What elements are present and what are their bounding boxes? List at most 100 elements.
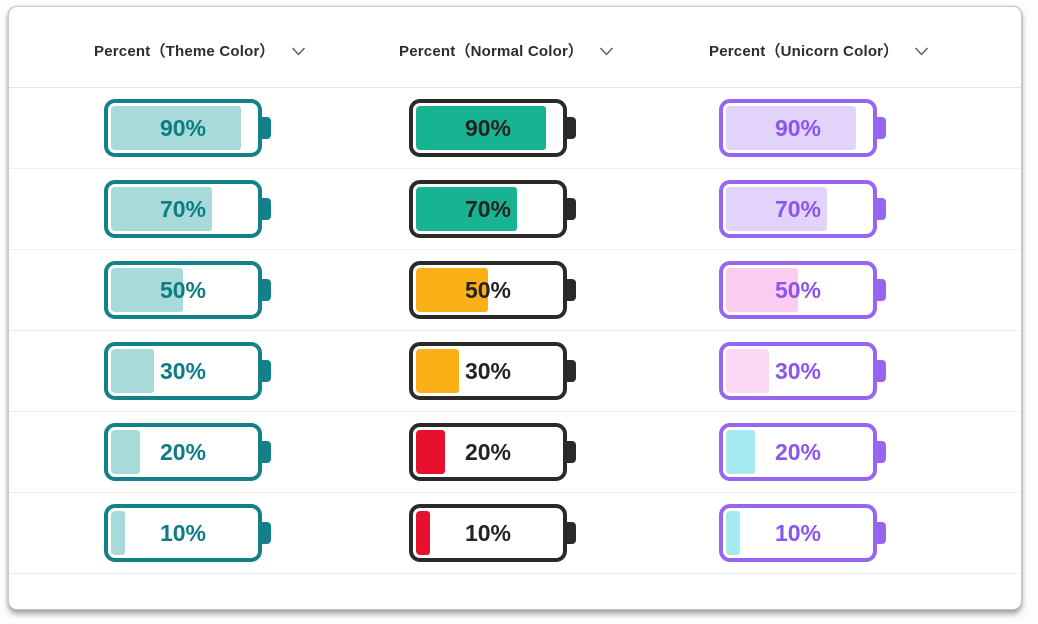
battery-cap <box>262 360 271 382</box>
column-header-normal-color[interactable]: Percent（Normal Color） <box>399 40 709 61</box>
table-row: 50% 50% 50% <box>9 250 1021 331</box>
battery-cell: 90% <box>399 99 709 157</box>
battery-table-visual: Percent（Theme Color） Percent（Normal Colo… <box>8 6 1022 610</box>
battery-fill <box>416 268 488 312</box>
chevron-down-icon[interactable] <box>291 47 306 56</box>
battery-fill <box>726 187 827 231</box>
battery-gauge[interactable]: 70% <box>719 180 886 238</box>
battery-cap <box>877 441 886 463</box>
battery-fill <box>111 349 155 393</box>
chevron-down-icon[interactable] <box>914 47 929 56</box>
battery-gauge[interactable]: 20% <box>104 423 271 481</box>
battery-gauge[interactable]: 20% <box>409 423 576 481</box>
battery-cell: 50% <box>399 261 709 319</box>
battery-gauge[interactable]: 10% <box>719 504 886 562</box>
chevron-down-icon[interactable] <box>599 47 614 56</box>
battery-percent-label: 70% <box>774 195 822 222</box>
column-header-label: Percent（Unicorn Color） <box>709 42 899 60</box>
table-body: 90% 90% 90% 70% 70% 70% 50% 50% 50% 30% 30% 30% 20% 2… <box>9 88 1021 574</box>
battery-cell: 90% <box>709 99 1021 157</box>
battery-percent-label: 70% <box>464 195 512 222</box>
battery-cell: 10% <box>399 504 709 562</box>
battery-gauge[interactable]: 50% <box>409 261 576 319</box>
battery-fill <box>416 511 431 555</box>
battery-cap <box>262 279 271 301</box>
battery-percent-label: 10% <box>159 519 207 546</box>
battery-cap <box>567 198 576 220</box>
battery-percent-label: 70% <box>159 195 207 222</box>
battery-cap <box>262 117 271 139</box>
battery-fill <box>726 268 798 312</box>
battery-gauge[interactable]: 10% <box>104 504 271 562</box>
battery-percent-label: 50% <box>464 276 512 303</box>
battery-track <box>416 430 560 474</box>
battery-gauge[interactable]: 70% <box>104 180 271 238</box>
battery-percent-label: 10% <box>464 519 512 546</box>
battery-fill <box>416 430 445 474</box>
battery-gauge[interactable]: 30% <box>104 342 271 400</box>
battery-gauge[interactable]: 90% <box>409 99 576 157</box>
battery-cap <box>877 198 886 220</box>
battery-percent-label: 50% <box>159 276 207 303</box>
battery-percent-label: 50% <box>774 276 822 303</box>
battery-percent-label: 20% <box>464 438 512 465</box>
battery-fill <box>416 349 460 393</box>
battery-fill <box>726 106 856 150</box>
battery-cell: 70% <box>709 180 1021 238</box>
column-header-label: Percent（Normal Color） <box>399 42 584 60</box>
battery-cell: 50% <box>94 261 399 319</box>
battery-gauge[interactable]: 30% <box>409 342 576 400</box>
battery-percent-label: 10% <box>774 519 822 546</box>
battery-cap <box>262 441 271 463</box>
battery-cell: 20% <box>94 423 399 481</box>
battery-cell: 90% <box>94 99 399 157</box>
battery-track <box>111 268 255 312</box>
battery-fill <box>726 430 755 474</box>
battery-percent-label: 30% <box>159 357 207 384</box>
battery-track <box>111 511 255 555</box>
battery-percent-label: 20% <box>774 438 822 465</box>
battery-fill <box>111 187 212 231</box>
battery-fill <box>111 511 126 555</box>
battery-track <box>416 349 560 393</box>
battery-fill <box>726 349 770 393</box>
battery-track <box>111 187 255 231</box>
battery-cap <box>567 441 576 463</box>
battery-percent-label: 30% <box>774 357 822 384</box>
column-header-theme-color[interactable]: Percent（Theme Color） <box>94 40 399 61</box>
battery-cell: 10% <box>94 504 399 562</box>
battery-cell: 30% <box>399 342 709 400</box>
battery-cap <box>262 198 271 220</box>
battery-gauge[interactable]: 90% <box>104 99 271 157</box>
battery-cap <box>877 360 886 382</box>
battery-cap <box>567 117 576 139</box>
battery-track <box>111 349 255 393</box>
battery-gauge[interactable]: 90% <box>719 99 886 157</box>
battery-track <box>416 511 560 555</box>
battery-gauge[interactable]: 70% <box>409 180 576 238</box>
battery-fill <box>726 511 741 555</box>
battery-fill <box>111 430 140 474</box>
battery-percent-label: 90% <box>774 114 822 141</box>
battery-cell: 10% <box>709 504 1021 562</box>
battery-track <box>111 430 255 474</box>
battery-track <box>726 268 870 312</box>
battery-gauge[interactable]: 50% <box>104 261 271 319</box>
battery-gauge[interactable]: 10% <box>409 504 576 562</box>
battery-cap <box>262 522 271 544</box>
battery-gauge[interactable]: 30% <box>719 342 886 400</box>
battery-track <box>726 430 870 474</box>
battery-gauge[interactable]: 50% <box>719 261 886 319</box>
table-row: 70% 70% 70% <box>9 169 1021 250</box>
battery-cap <box>877 522 886 544</box>
battery-percent-label: 90% <box>159 114 207 141</box>
column-header-unicorn-color[interactable]: Percent（Unicorn Color） <box>709 40 1021 61</box>
battery-cell: 30% <box>709 342 1021 400</box>
column-header-label: Percent（Theme Color） <box>94 42 275 60</box>
battery-percent-label: 90% <box>464 114 512 141</box>
table-row: 10% 10% 10% <box>9 493 1021 574</box>
battery-cell: 20% <box>399 423 709 481</box>
battery-cell: 70% <box>399 180 709 238</box>
battery-fill <box>416 187 517 231</box>
battery-gauge[interactable]: 20% <box>719 423 886 481</box>
